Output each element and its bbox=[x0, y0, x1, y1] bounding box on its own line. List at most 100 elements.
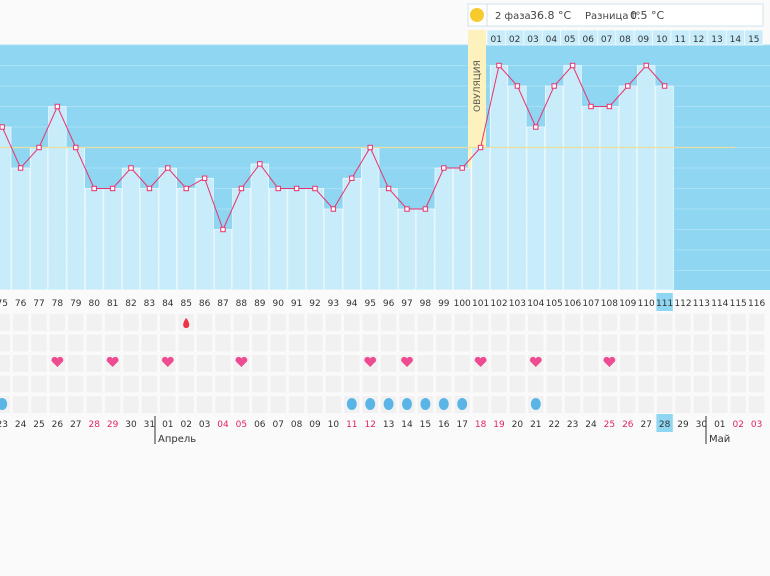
temperature-point bbox=[367, 144, 373, 151]
symptom-cell bbox=[417, 334, 434, 352]
heart-icon bbox=[364, 356, 377, 367]
top-date-cell: 06 bbox=[578, 29, 598, 46]
temperature-bar bbox=[324, 208, 343, 291]
symptom-cell bbox=[748, 334, 765, 352]
top-date-label: 02 bbox=[509, 35, 520, 45]
symptom-cell bbox=[12, 355, 29, 372]
symptom-cell bbox=[86, 396, 102, 413]
temperature-point bbox=[441, 165, 447, 171]
calendar-date: 02 bbox=[732, 420, 743, 430]
cycle-day-number: 107 bbox=[582, 299, 599, 309]
cycle-day-number: 102 bbox=[490, 299, 507, 309]
symptom-cell bbox=[693, 334, 710, 352]
symptom-cell bbox=[748, 396, 765, 413]
top-date-cell: 11 bbox=[670, 29, 690, 46]
calendar-date: 28 bbox=[88, 420, 100, 430]
symptom-cell bbox=[215, 334, 231, 352]
temperature-bar bbox=[85, 188, 104, 291]
temperature-point bbox=[588, 103, 594, 110]
temperature-bar bbox=[287, 188, 306, 291]
temperature-point bbox=[477, 144, 484, 151]
temperature-point bbox=[312, 185, 318, 192]
temperature-bar bbox=[416, 208, 435, 291]
symptom-cell bbox=[160, 375, 176, 393]
symptom-cell bbox=[638, 375, 654, 393]
temperature-point bbox=[220, 226, 226, 233]
calendar-date: 30 bbox=[125, 420, 137, 430]
symptom-markers bbox=[0, 318, 616, 410]
heart-icon bbox=[161, 356, 174, 367]
symptom-cell bbox=[399, 334, 415, 352]
temperature-point bbox=[238, 185, 245, 192]
temperature-bar bbox=[434, 167, 453, 291]
temperature-bar bbox=[232, 188, 251, 291]
symptom-cell bbox=[141, 334, 158, 352]
symptom-cell bbox=[141, 314, 158, 331]
cycle-day-number: 86 bbox=[199, 299, 211, 309]
cycle-day-number: 90 bbox=[272, 299, 284, 309]
symptom-cell bbox=[491, 314, 507, 331]
calendar-date: 25 bbox=[604, 420, 615, 430]
cycle-day-number: 94 bbox=[346, 299, 358, 309]
symptom-cell bbox=[380, 375, 397, 393]
symptom-cell bbox=[362, 334, 378, 352]
symptom-cell bbox=[307, 314, 323, 331]
calendar-date: 17 bbox=[456, 420, 467, 430]
water-drop-icon bbox=[530, 398, 541, 410]
top-date-cell: 07 bbox=[597, 29, 617, 46]
symptom-cell bbox=[233, 334, 250, 352]
temperature-bar bbox=[0, 126, 12, 291]
symptom-cell bbox=[656, 334, 673, 352]
symptom-cell bbox=[104, 396, 121, 413]
cycle-day-number: 115 bbox=[730, 299, 747, 309]
temperature-point bbox=[661, 83, 668, 89]
symptom-cell bbox=[252, 375, 268, 393]
heart-icon bbox=[603, 356, 616, 367]
cycle-day-number: 95 bbox=[364, 299, 375, 309]
symptom-cell bbox=[325, 334, 342, 352]
cycle-day-number: 109 bbox=[619, 299, 636, 309]
symptom-cell bbox=[0, 355, 10, 372]
phase-temp: 36.8 °C bbox=[530, 9, 571, 22]
calendar-date: 09 bbox=[309, 420, 321, 430]
symptom-cell bbox=[656, 396, 673, 413]
cycle-day-number: 87 bbox=[217, 299, 228, 309]
calendar-date: 25 bbox=[33, 420, 44, 430]
symptom-cell bbox=[344, 355, 360, 372]
temperature-bar bbox=[140, 188, 159, 291]
symptom-cell bbox=[123, 375, 139, 393]
symptom-cell bbox=[730, 375, 746, 393]
calendar-date: 04 bbox=[217, 420, 229, 430]
symptom-cell bbox=[68, 355, 84, 372]
temperature-point bbox=[551, 83, 557, 89]
temperature-point bbox=[349, 175, 355, 181]
symptom-cell bbox=[160, 396, 176, 413]
calendar-date: 29 bbox=[677, 420, 689, 430]
calendar-date: 24 bbox=[585, 420, 597, 430]
temperature-bar bbox=[177, 188, 196, 291]
symptom-cell bbox=[141, 355, 158, 372]
top-date-cell: 09 bbox=[633, 29, 653, 46]
symptom-cell bbox=[509, 355, 526, 372]
current-day-highlight bbox=[656, 293, 673, 311]
calendar-date: 18 bbox=[475, 420, 487, 430]
calendar-date: 24 bbox=[15, 420, 27, 430]
symptom-cell bbox=[178, 334, 194, 352]
symptom-cell bbox=[583, 314, 599, 331]
symptom-cell bbox=[436, 314, 452, 331]
top-date-cell: 13 bbox=[707, 29, 727, 46]
top-date-cell: 08 bbox=[615, 29, 635, 46]
symptom-cell bbox=[344, 334, 360, 352]
calendar-date: 26 bbox=[52, 420, 64, 430]
symptom-cell bbox=[583, 396, 599, 413]
calendar-date: 21 bbox=[530, 420, 541, 430]
symptom-cell bbox=[399, 375, 415, 393]
symptom-cell bbox=[141, 396, 158, 413]
symptom-cell bbox=[564, 396, 581, 413]
temperature-point bbox=[606, 103, 613, 110]
temperature-point bbox=[514, 83, 521, 89]
calendar-date: 03 bbox=[199, 420, 210, 430]
symptom-cell bbox=[68, 314, 84, 331]
top-date-cell: 10 bbox=[652, 29, 672, 46]
top-date-label: 12 bbox=[693, 35, 704, 45]
